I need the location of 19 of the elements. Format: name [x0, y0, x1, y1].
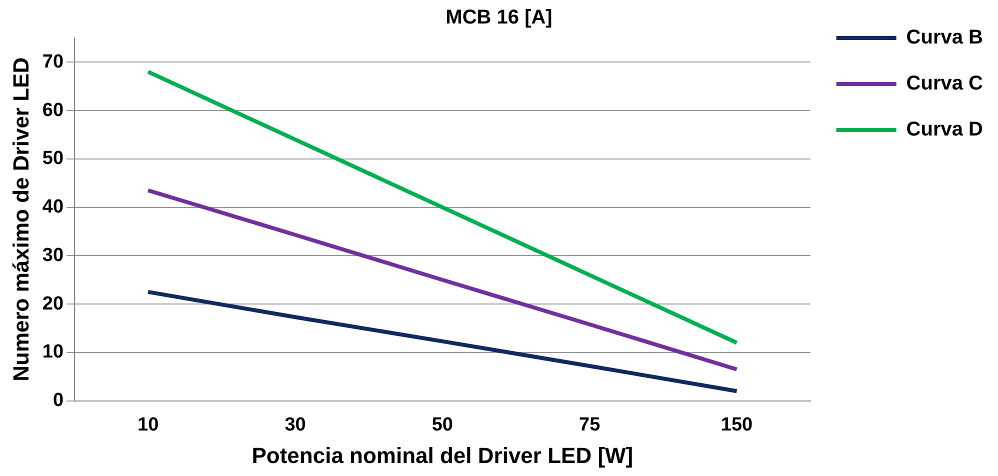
x-tick-label: 50	[432, 414, 453, 436]
x-tick-label: 30	[284, 414, 306, 436]
x-tick-label: 150	[720, 414, 753, 436]
y-tick-label: 30	[42, 244, 64, 266]
legend-label: Curva C	[906, 72, 984, 95]
x-axis-title: Potencia nominal del Driver LED [W]	[252, 442, 634, 468]
y-tick-label: 60	[42, 100, 64, 121]
y-tick-label: 40	[42, 196, 64, 218]
chart-title: MCB 16 [A]	[446, 6, 552, 29]
y-tick-label: 10	[42, 342, 64, 363]
x-tick-label: 75	[579, 414, 601, 436]
y-tick-label: 50	[42, 148, 64, 170]
y-axis-title: Numero máximo de Driver LED	[8, 57, 34, 382]
x-tick-label: 10	[138, 414, 159, 436]
y-tick-label: 70	[42, 51, 64, 72]
y-tick-label: 20	[42, 293, 64, 314]
y-tick-label: 0	[52, 390, 64, 412]
legend-label: Curva D	[906, 118, 984, 141]
legend-label: Curva B	[906, 26, 984, 49]
